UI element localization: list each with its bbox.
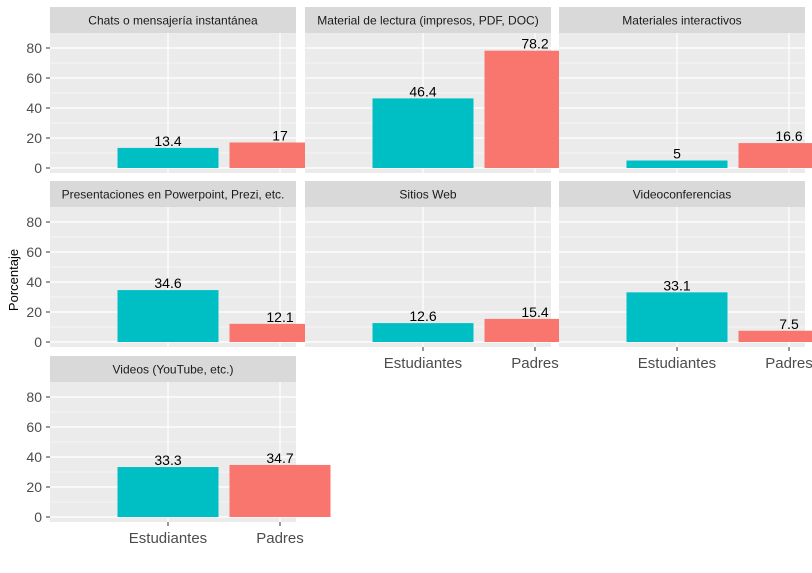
data-label: 34.6 [154,275,181,291]
bar-estudiantes [372,323,474,342]
facet-title: Chats o mensajería instantánea [88,14,258,28]
x-tick-label: Estudiantes [384,355,462,372]
facet-title: Presentaciones en Powerpoint, Prezi, etc… [62,188,285,202]
data-label: 33.3 [154,452,181,468]
data-label: 13.4 [154,133,181,149]
facet-panel: Chats o mensajería instantánea 0 20 40 60 80 1… [26,7,331,176]
bar-padres [738,330,812,342]
data-label: 16.6 [775,128,802,144]
y-tick-label: 80 [26,214,42,230]
bar-padres [229,464,331,517]
y-tick-label: 20 [26,130,42,146]
y-tick-label: 60 [26,419,42,435]
facet-strip [50,181,296,207]
x-tick-label: Padres [511,355,559,372]
bar-estudiantes [117,147,219,168]
data-label: 12.6 [409,308,436,324]
x-tick-label: Padres [765,355,812,372]
y-tick-label: 80 [26,40,42,56]
y-tick-label: 0 [34,509,42,525]
facet-strip [50,356,296,382]
y-tick-label: 60 [26,244,42,260]
facet-title: Videoconferencias [633,188,732,202]
facet-strip [50,7,296,33]
facet-panel: Presentaciones en Powerpoint, Prezi, etc… [26,181,331,350]
bar-padres [738,143,812,168]
bar-estudiantes [626,292,728,342]
facet-strip [305,7,551,33]
data-label: 15.4 [521,304,548,320]
y-tick-label: 20 [26,479,42,495]
facet-panel: Sitios Web 12.6 15.4 Estudiantes Padres [305,181,586,372]
y-tick-label: 40 [26,100,42,116]
y-tick-label: 80 [26,389,42,405]
data-label: 17 [272,128,288,144]
x-tick-label: Padres [256,530,304,547]
facet-panel: Videos (YouTube, etc.) 0 20 40 60 80 33.3 34.7 E… [26,356,331,547]
bar-estudiantes [117,467,219,517]
data-label: 78.2 [521,36,548,52]
y-tick-label: 0 [34,160,42,176]
y-tick-label: 40 [26,274,42,290]
facet-panel: Material de lectura (impresos, PDF, DOC)… [305,7,586,173]
y-tick-label: 40 [26,449,42,465]
x-tick-label: Estudiantes [129,530,207,547]
facet-strip [559,181,805,207]
bar-estudiantes [626,160,728,168]
bar-estudiantes [372,98,474,168]
y-axis-label: Porcentaje [6,249,21,311]
facet-title: Videos (YouTube, etc.) [113,363,234,377]
facet-title: Materiales interactivos [622,14,741,28]
data-label: 5 [673,146,681,162]
facet-panel: Videoconferencias 33.1 7.5 Estudiantes Padre… [559,181,812,372]
y-tick-label: 20 [26,304,42,320]
data-label: 7.5 [779,316,799,332]
facet-strip [559,7,805,33]
data-label: 34.7 [266,450,293,466]
facet-panel: Materiales interactivos 5 16.6 [559,7,812,173]
data-label: 46.4 [409,83,436,99]
data-label: 12.1 [266,309,293,325]
bar-estudiantes [117,290,219,342]
y-tick-label: 0 [34,334,42,350]
facet-title: Material de lectura (impresos, PDF, DOC) [317,14,538,28]
facet-title: Sitios Web [399,188,456,202]
facet-strip [305,181,551,207]
y-tick-label: 60 [26,70,42,86]
data-label: 33.1 [663,277,690,293]
x-tick-label: Estudiantes [638,355,716,372]
